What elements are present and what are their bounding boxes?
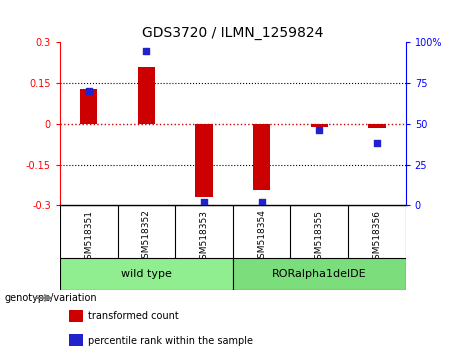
Text: GSM518351: GSM518351: [84, 210, 93, 264]
Bar: [233, 258, 406, 290]
Point: [258, 199, 266, 205]
Text: wild type: wild type: [121, 269, 172, 279]
Bar: [195, 124, 213, 197]
Bar: [253, 124, 270, 190]
Bar: [311, 124, 328, 127]
Bar: [69, 334, 83, 346]
Bar: [368, 124, 385, 128]
Text: transformed count: transformed count: [88, 312, 178, 321]
Text: GSM518356: GSM518356: [372, 210, 381, 264]
Bar: [138, 67, 155, 124]
Point: [85, 88, 92, 94]
Title: GDS3720 / ILMN_1259824: GDS3720 / ILMN_1259824: [142, 26, 324, 40]
Text: RORalpha1delDE: RORalpha1delDE: [272, 269, 366, 279]
Text: GSM518354: GSM518354: [257, 210, 266, 264]
Text: GSM518355: GSM518355: [315, 210, 324, 264]
Point: [142, 48, 150, 53]
Text: GSM518352: GSM518352: [142, 210, 151, 264]
Bar: [60, 258, 233, 290]
Bar: [69, 310, 83, 321]
Bar: [80, 88, 97, 124]
Text: percentile rank within the sample: percentile rank within the sample: [88, 336, 253, 346]
Point: [373, 141, 381, 146]
Text: genotype/variation: genotype/variation: [5, 293, 97, 303]
Point: [315, 127, 323, 133]
Text: GSM518353: GSM518353: [200, 210, 208, 264]
Point: [200, 199, 207, 205]
